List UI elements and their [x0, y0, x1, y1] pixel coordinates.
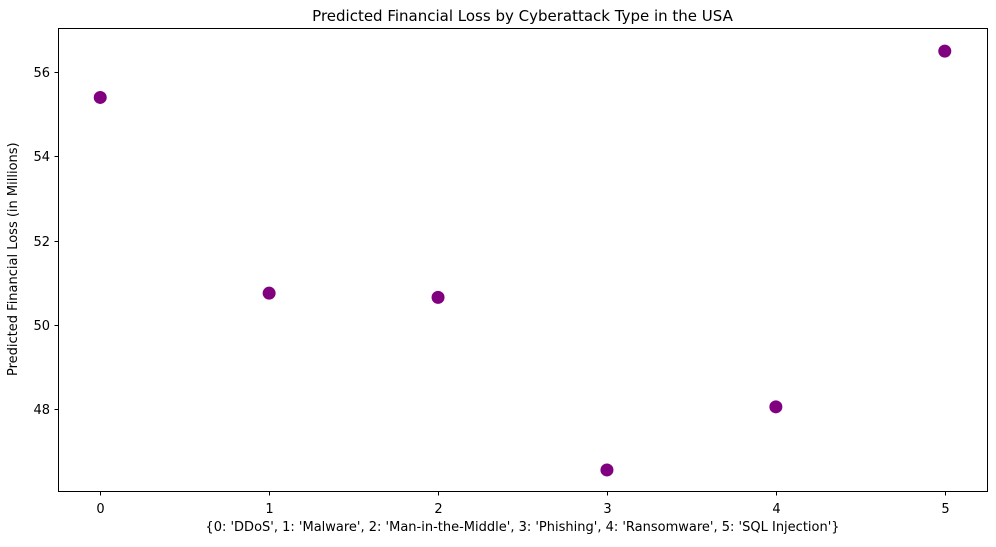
data-point	[769, 400, 783, 414]
data-point	[431, 290, 445, 304]
x-tick-label: 5	[941, 502, 949, 517]
axes-frame	[58, 28, 988, 492]
data-point	[262, 286, 276, 300]
x-tick-label: 4	[772, 502, 780, 517]
y-tick-label: 52	[33, 235, 50, 250]
chart-title: Predicted Financial Loss by Cyberattack …	[312, 7, 733, 25]
data-point	[600, 463, 614, 477]
data-point	[93, 90, 107, 104]
y-tick-label: 48	[33, 403, 50, 418]
x-tick-label: 0	[96, 502, 104, 517]
x-axis-label: {0: 'DDoS', 1: 'Malware', 2: 'Man-in-the…	[205, 520, 840, 535]
y-tick-label: 56	[33, 66, 50, 81]
x-tick-label: 2	[434, 502, 442, 517]
y-tick-label: 54	[33, 150, 50, 165]
x-tick-label: 3	[603, 502, 611, 517]
data-point	[938, 44, 952, 58]
x-tick-label: 1	[265, 502, 273, 517]
y-tick-label: 50	[33, 319, 50, 334]
